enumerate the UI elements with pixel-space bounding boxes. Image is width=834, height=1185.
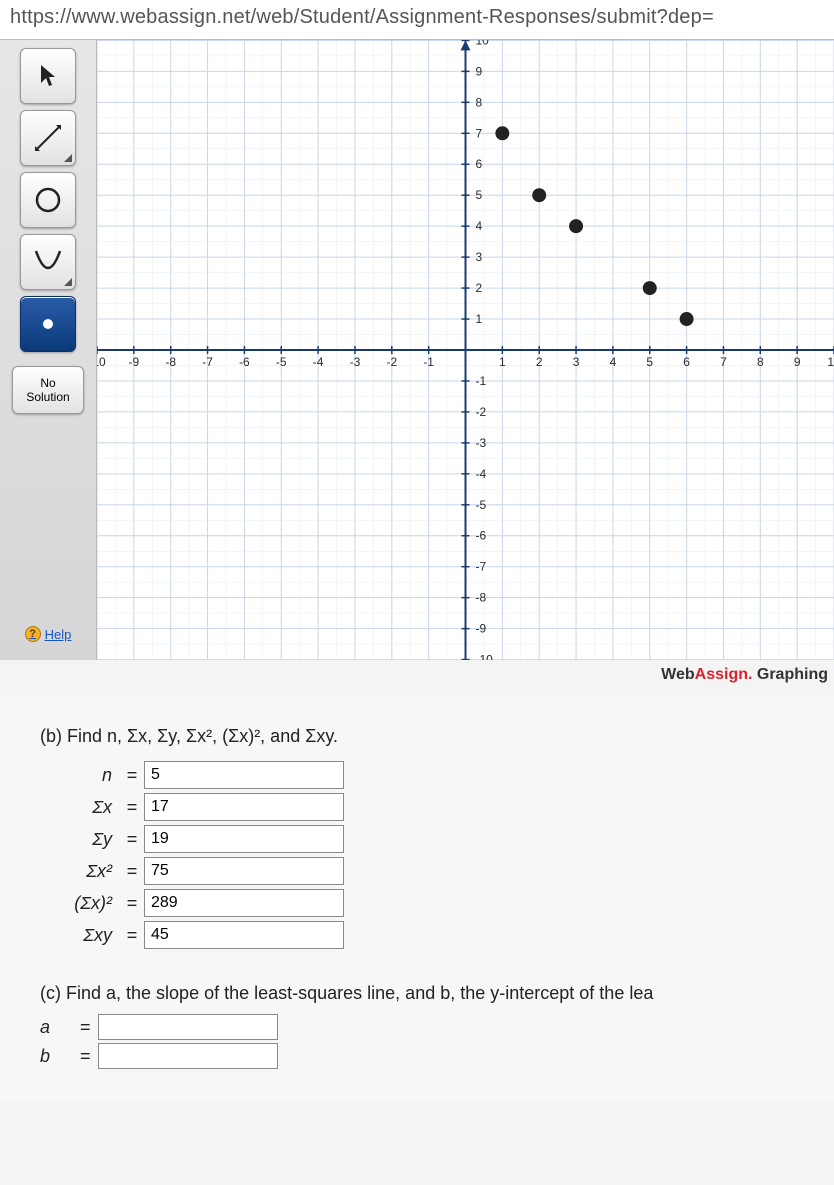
question-content: (b) Find n, Σx, Σy, Σx², (Σx)², and Σxy.…	[0, 696, 834, 1102]
svg-text:1: 1	[499, 355, 506, 369]
no-line2: Solution	[26, 390, 69, 404]
partb-row-1: Σx=	[40, 793, 794, 821]
partb-row-0: n=	[40, 761, 794, 789]
branding: WebAssign. Graphing	[0, 660, 834, 696]
partb-input-0[interactable]	[144, 761, 344, 789]
eq-sign: =	[120, 925, 144, 946]
svg-text:8: 8	[475, 95, 482, 109]
svg-text:4: 4	[610, 355, 617, 369]
pointer-tool[interactable]	[20, 48, 76, 104]
svg-text:10: 10	[827, 355, 834, 369]
svg-text:-9: -9	[129, 355, 140, 369]
partb-row-5: Σxy=	[40, 921, 794, 949]
svg-text:7: 7	[475, 126, 482, 140]
partb-row-3: Σx²=	[40, 857, 794, 885]
help-link[interactable]: ? Help	[25, 620, 72, 652]
partb-label-3: Σx²	[40, 861, 120, 882]
svg-text:-4: -4	[313, 355, 324, 369]
partb-label-5: Σxy	[40, 925, 120, 946]
svg-text:7: 7	[720, 355, 727, 369]
partb-row-2: Σy=	[40, 825, 794, 853]
partb-input-3[interactable]	[144, 857, 344, 885]
svg-text:5: 5	[475, 188, 482, 202]
svg-text:-1: -1	[423, 355, 434, 369]
eq-sign: =	[120, 765, 144, 786]
svg-text:9: 9	[475, 64, 482, 78]
eq-sign: =	[120, 893, 144, 914]
svg-text:-5: -5	[276, 355, 287, 369]
partc-label-0: a	[40, 1017, 80, 1038]
svg-text:10: 10	[475, 40, 489, 47]
svg-text:-7: -7	[475, 560, 486, 574]
svg-text:-8: -8	[165, 355, 176, 369]
svg-text:2: 2	[536, 355, 543, 369]
url-bar: https://www.webassign.net/web/Student/As…	[0, 0, 834, 39]
partb-label-4: (Σx)²	[40, 893, 120, 914]
brand-tool: Graphing	[752, 666, 828, 683]
partc-input-1[interactable]	[98, 1043, 278, 1069]
svg-text:3: 3	[573, 355, 580, 369]
partb-prompt: (b) Find n, Σx, Σy, Σx², (Σx)², and Σxy.	[40, 726, 794, 747]
svg-text:3: 3	[475, 250, 482, 264]
partc-input-0[interactable]	[98, 1014, 278, 1040]
svg-text:1: 1	[475, 312, 482, 326]
svg-text:-2: -2	[475, 405, 486, 419]
svg-text:6: 6	[475, 157, 482, 171]
svg-text:-2: -2	[386, 355, 397, 369]
eq-sign: =	[120, 797, 144, 818]
svg-text:-6: -6	[239, 355, 250, 369]
partc-row-1: b=	[40, 1043, 794, 1069]
graph-area[interactable]: -10 -9 -8 -7 -6 -5 -4 -3 -2 -1 1 2 3 4 5 6 7 8 9 10 -10 -9 -8 -…	[96, 40, 834, 660]
svg-text:6: 6	[683, 355, 690, 369]
svg-text:-1: -1	[475, 374, 486, 388]
svg-text:2: 2	[475, 281, 482, 295]
svg-text:-6: -6	[475, 529, 486, 543]
eq-sign: =	[120, 829, 144, 850]
partb-input-5[interactable]	[144, 921, 344, 949]
svg-text:8: 8	[757, 355, 764, 369]
svg-text:-7: -7	[202, 355, 213, 369]
svg-text:-3: -3	[350, 355, 361, 369]
brand-assign: Assign.	[695, 666, 753, 683]
point-tool[interactable]	[20, 296, 76, 352]
svg-text:-10: -10	[97, 355, 106, 369]
partc-row-0: a=	[40, 1014, 794, 1040]
partc-prompt: (c) Find a, the slope of the least-squar…	[40, 983, 794, 1004]
svg-text:-8: -8	[475, 591, 486, 605]
svg-text:-3: -3	[475, 436, 486, 450]
svg-text:-10: -10	[475, 653, 493, 660]
svg-text:9: 9	[794, 355, 801, 369]
toolbar: NoSolution ? Help	[0, 40, 96, 660]
svg-text:4: 4	[475, 219, 482, 233]
parabola-tool[interactable]	[20, 234, 76, 290]
partb-row-4: (Σx)²=	[40, 889, 794, 917]
partb-input-4[interactable]	[144, 889, 344, 917]
graph-panel: NoSolution ? Help -10 -9 -8 -7 -6 -5 -4 -3 -2 -1 1…	[0, 39, 834, 660]
partb-label-1: Σx	[40, 797, 120, 818]
eq-sign: =	[80, 1017, 98, 1038]
partb-label-0: n	[40, 765, 120, 786]
partb-input-2[interactable]	[144, 825, 344, 853]
partb-label-2: Σy	[40, 829, 120, 850]
graph-svg: -10 -9 -8 -7 -6 -5 -4 -3 -2 -1 1 2 3 4 5 6 7 8 9 10 -10 -9 -8 -…	[97, 40, 834, 660]
no-line1: No	[40, 376, 55, 390]
partc-label-1: b	[40, 1046, 80, 1067]
line-tool[interactable]	[20, 110, 76, 166]
eq-sign: =	[80, 1046, 98, 1067]
svg-text:-5: -5	[475, 498, 486, 512]
brand-web: Web	[661, 666, 694, 683]
svg-text:-9: -9	[475, 622, 486, 636]
help-icon: ?	[25, 626, 41, 642]
eq-sign: =	[120, 861, 144, 882]
no-solution-button[interactable]: NoSolution	[12, 366, 84, 414]
svg-text:5: 5	[646, 355, 653, 369]
partb-input-1[interactable]	[144, 793, 344, 821]
help-label: Help	[45, 627, 72, 642]
circle-tool[interactable]	[20, 172, 76, 228]
svg-text:-4: -4	[475, 467, 486, 481]
